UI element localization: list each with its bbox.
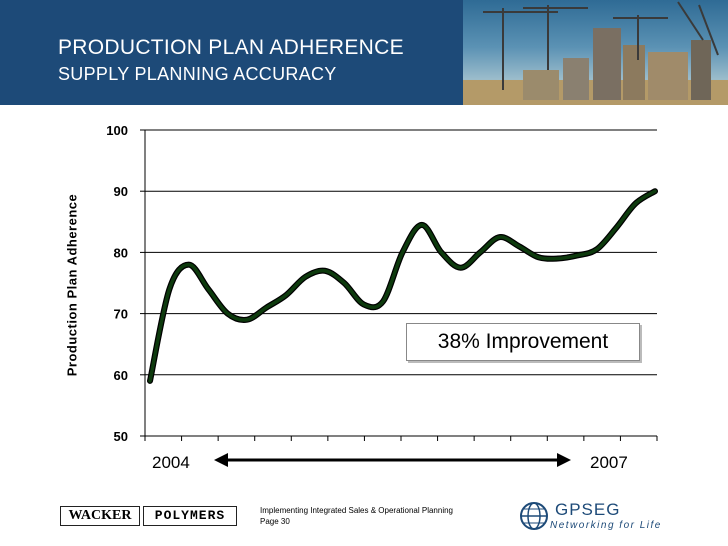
timeline-arrow	[214, 453, 571, 467]
gpseg-tagline: Networking for Life	[550, 520, 662, 531]
arrow-right-head	[557, 453, 571, 467]
footer-page-number: Page 30	[260, 517, 290, 526]
tick-layer: 50 60 70 80 90 100	[106, 123, 658, 444]
arrow-left-head	[214, 453, 228, 467]
y-tick-label: 60	[114, 368, 128, 383]
y-tick-label: 100	[106, 123, 128, 138]
skyline-illustration	[463, 1, 728, 105]
series-layer	[147, 188, 658, 384]
gpseg-logo-name: GPSEG	[555, 500, 621, 519]
polymers-logo: POLYMERS	[143, 506, 237, 526]
series-line	[148, 189, 657, 383]
y-tick-label: 90	[114, 184, 128, 199]
y-tick-label: 80	[114, 245, 128, 260]
header-bar: PRODUCTION PLAN ADHERENCE SUPPLY PLANNIN…	[0, 0, 728, 105]
improvement-callout: 38% Improvement	[406, 323, 640, 361]
y-tick-label: 70	[114, 307, 128, 322]
footer-text: Implementing Integrated Sales & Operatio…	[260, 505, 453, 527]
footer-line-1: Implementing Integrated Sales & Operatio…	[260, 506, 454, 515]
year-end-label: 2007	[590, 453, 628, 472]
gpseg-globe-icon	[520, 502, 548, 530]
construction-photo	[463, 0, 728, 105]
grid-layer	[144, 129, 657, 437]
page-title: PRODUCTION PLAN ADHERENCE	[58, 36, 404, 59]
page-subtitle: SUPPLY PLANNING ACCURACY	[58, 64, 337, 84]
y-tick-label: 50	[114, 429, 128, 444]
year-start-label: 2004	[152, 453, 190, 472]
wacker-logo: WACKER	[60, 506, 140, 526]
